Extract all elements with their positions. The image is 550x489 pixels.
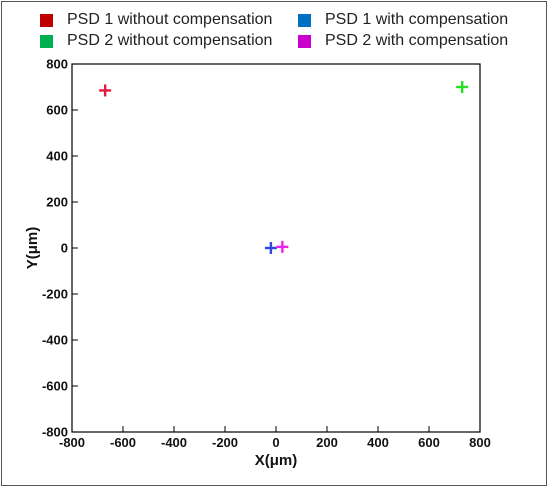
x-tick-label: 800 — [469, 435, 491, 450]
points-layer — [99, 81, 469, 254]
x-tick-label: -400 — [161, 435, 187, 450]
y-tick-label: 0 — [61, 241, 68, 256]
y-tick-label: 800 — [46, 57, 68, 72]
y-tick-label: 200 — [46, 195, 68, 210]
legend-label-psd2-without: PSD 2 without compensation — [67, 32, 273, 49]
y-tick-label: 600 — [46, 103, 68, 118]
legend-swatch-psd2-with — [298, 34, 311, 48]
x-tick-label: -600 — [110, 435, 136, 450]
x-tick-label: 200 — [316, 435, 338, 450]
x-axis-title: X(μm) — [255, 452, 298, 469]
legend-item-psd1-without: PSD 1 without compensation — [40, 9, 272, 31]
legend-item-psd1-with: PSD 1 with compensation — [298, 9, 508, 31]
ticks-layer: -800 -600 -400 -200 0 200 400 600 800 -800 -600 -40… — [42, 57, 491, 451]
legend-item-psd2-with: PSD 2 with compensation — [298, 30, 508, 52]
x-tick-label: 400 — [367, 435, 389, 450]
y-tick-label: -800 — [42, 425, 68, 440]
x-tick-label: 0 — [272, 435, 279, 450]
legend: PSD 1 without compensation PSD 1 with co… — [2, 2, 548, 54]
legend-label-psd1-with: PSD 1 with compensation — [325, 11, 509, 28]
data-point-series-4 — [276, 240, 289, 253]
y-tick-label: -400 — [42, 333, 68, 348]
y-tick-label: 400 — [46, 149, 68, 164]
y-axis-title: Y(μm) — [24, 227, 41, 270]
legend-label-psd1-without: PSD 1 without compensation — [67, 11, 273, 28]
legend-item-psd2-without: PSD 2 without compensation — [40, 30, 272, 52]
data-point-series-2 — [264, 242, 277, 254]
legend-swatch-psd1-with — [298, 13, 311, 27]
data-point-series-3 — [456, 81, 469, 93]
legend-swatch-psd1-without — [40, 13, 53, 27]
x-tick-label: 600 — [418, 435, 440, 450]
x-tick-label: -800 — [59, 435, 85, 450]
x-tick-label: -200 — [212, 435, 238, 450]
y-tick-label: -200 — [42, 287, 68, 302]
y-tick-label: -600 — [42, 379, 68, 394]
legend-label-psd2-with: PSD 2 with compensation — [325, 32, 509, 49]
legend-swatch-psd2-without — [40, 34, 53, 48]
data-point-series-1 — [99, 84, 112, 97]
